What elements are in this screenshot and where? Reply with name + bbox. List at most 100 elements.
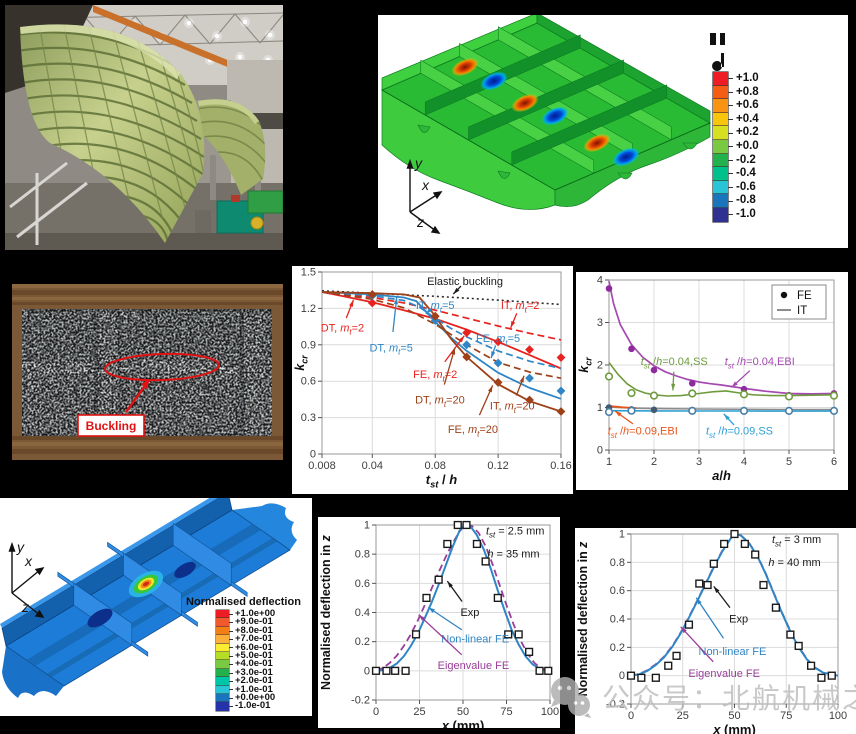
svg-text:1: 1	[606, 456, 612, 468]
colorbar-title: Normalised deflection	[186, 596, 301, 608]
svg-text:0: 0	[310, 449, 316, 461]
svg-text:4: 4	[597, 275, 603, 287]
svg-text:0.6: 0.6	[301, 376, 316, 388]
svg-text:Non-linear FE: Non-linear FE	[699, 646, 767, 658]
svg-text:0.12: 0.12	[487, 460, 508, 472]
chart-deflection-t25: 0 25 50 75 100 -0.2 0 0.2 0.4 0.6 0.8 1 x (mm) Normal…	[318, 517, 560, 728]
wood-grain	[12, 290, 283, 454]
svg-text:IT, mt=5: IT, mt=5	[416, 300, 455, 314]
svg-text:0: 0	[619, 670, 625, 682]
buckling-annotation: Buckling	[77, 352, 220, 437]
svg-text:x (mm): x (mm)	[441, 718, 485, 728]
svg-text:x (mm): x (mm)	[712, 722, 756, 734]
svg-text:tst /h=0.09,SS: tst /h=0.09,SS	[706, 425, 773, 439]
buckle-contours	[449, 56, 643, 169]
svg-text:IT, mt=20: IT, mt=20	[490, 401, 535, 415]
axis-label-x: x	[24, 553, 33, 569]
fuselage-panel-small	[198, 99, 266, 195]
svg-text:0: 0	[597, 445, 603, 457]
svg-text:0.08: 0.08	[424, 460, 445, 472]
svg-text:5: 5	[786, 456, 792, 468]
axis-triad	[8, 541, 45, 618]
svg-text:tst / h: tst / h	[426, 472, 458, 489]
svg-text:3: 3	[597, 317, 603, 329]
svg-text:kcr: kcr	[293, 355, 309, 371]
svg-text:2: 2	[651, 456, 657, 468]
chart-deflection-t3-svg: 0 25 50 75 100-0.200.20.40.60.81x (mm)Normal…	[575, 528, 856, 734]
svg-text:0: 0	[373, 706, 379, 718]
svg-text:0.9: 0.9	[301, 339, 316, 351]
specimen-image: Buckling	[12, 284, 283, 460]
deflection-colorbar: +1.0e+00 +9.0e-01 +8.0e-01 +7.0e-01 +6.0e-01…	[216, 609, 275, 711]
svg-text:tst /h=0.04,EBI: tst /h=0.04,EBI	[725, 356, 795, 370]
watermark: 公众号：北航机械之家	[548, 676, 856, 718]
svg-text:DT, mt=5: DT, mt=5	[369, 342, 412, 356]
axis-label-x: x	[421, 177, 430, 193]
chart-kcr-vs-tsth: 0.008 0.04 0.08 0.12 0.16 0 0.3 0.6 0.9 1.2 1.5 tst…	[292, 266, 573, 494]
svg-text:0.4: 0.4	[610, 614, 625, 626]
clipped-legend-title-fragment	[710, 33, 725, 71]
svg-text:Non-linear FE: Non-linear FE	[441, 633, 509, 645]
svg-text:75: 75	[780, 710, 792, 722]
buckle-contour	[128, 570, 164, 598]
svg-text:100: 100	[829, 710, 847, 722]
svg-text:1: 1	[619, 529, 625, 541]
axis-label-y: y	[16, 539, 25, 555]
svg-text:tst = 2.5 mm: tst = 2.5 mm	[486, 525, 544, 539]
svg-text:3: 3	[696, 456, 702, 468]
svg-text:25: 25	[413, 706, 425, 718]
svg-text:FE, mt=5: FE, mt=5	[476, 333, 520, 347]
svg-text:Eigenvalue FE: Eigenvalue FE	[438, 660, 510, 672]
svg-text:DT, mt=2: DT, mt=2	[321, 322, 364, 336]
axis-label-y: y	[414, 155, 423, 171]
svg-text:FE, mt=20: FE, mt=20	[448, 424, 498, 438]
fe-panel-figure: y x z +1.0 +0.8 +0.6 +0.4 +0.2 +0.0 -0.2 -0.4 -0…	[378, 15, 848, 248]
svg-text:-0.2: -0.2	[351, 695, 370, 707]
svg-text:tst = 3 mm: tst = 3 mm	[772, 534, 821, 548]
svg-text:50: 50	[457, 706, 469, 718]
svg-text:6: 6	[831, 456, 837, 468]
svg-text:Normalised deflection in z: Normalised deflection in z	[319, 534, 333, 690]
specimen-photo: Buckling	[12, 284, 283, 460]
chart-kcr-vs-ah: 1 2 3 4 5 6 0 1 2 3 4 a/h kcr FE IT tst /h=0.04,SS tst /…	[576, 272, 848, 490]
svg-text:FE: FE	[797, 290, 812, 302]
svg-text:75: 75	[500, 706, 512, 718]
svg-text:0.8: 0.8	[355, 549, 370, 561]
svg-text:IT, mt=2: IT, mt=2	[501, 300, 540, 314]
svg-text:a/h: a/h	[712, 468, 731, 483]
svg-text:tst /h=0.04,SS: tst /h=0.04,SS	[641, 356, 708, 370]
svg-text:Normalised deflection in z: Normalised deflection in z	[576, 541, 590, 697]
svg-text:0.6: 0.6	[355, 578, 370, 590]
svg-text:0.04: 0.04	[362, 460, 383, 472]
svg-text:0.2: 0.2	[355, 636, 370, 648]
svg-text:0.16: 0.16	[550, 460, 571, 472]
svg-text:0.4: 0.4	[355, 607, 370, 619]
svg-text:h = 35 mm: h = 35 mm	[487, 549, 539, 561]
svg-text:FE, mt=2: FE, mt=2	[413, 369, 457, 383]
svg-text:DT, mt=20: DT, mt=20	[415, 395, 465, 409]
svg-text:4: 4	[741, 456, 747, 468]
chart-deflection-t3: 0 25 50 75 100 -0.2 0 0.2 0.4 0.6 0.8 1 x (mm) Normal…	[575, 528, 856, 734]
svg-text:0: 0	[364, 665, 370, 677]
svg-text:25: 25	[677, 710, 689, 722]
chart-kcr-vs-tsth-svg: 0.008 0.04 0.08 0.12 0.16 0 0.3 0.6 0.9 1.2 1.5 tst…	[292, 266, 573, 494]
svg-text:50: 50	[728, 710, 740, 722]
svg-text:1: 1	[597, 402, 603, 414]
svg-text:tst /h=0.09,EBI: tst /h=0.09,EBI	[608, 425, 678, 439]
svg-text:-0.2: -0.2	[606, 699, 625, 711]
svg-text:2: 2	[597, 360, 603, 372]
fe-panel-render: y x z	[380, 15, 725, 234]
svg-text:Eigenvalue FE: Eigenvalue FE	[688, 668, 760, 680]
factory-photo-image	[5, 5, 283, 250]
svg-text:Exp: Exp	[729, 614, 748, 626]
svg-text:0.2: 0.2	[610, 642, 625, 654]
svg-text:1.2: 1.2	[301, 303, 316, 315]
specimen-section	[22, 309, 272, 436]
svg-text:0.3: 0.3	[301, 412, 316, 424]
svg-text:1: 1	[364, 520, 370, 532]
buckling-label: Buckling	[86, 419, 137, 433]
axis-triad	[406, 158, 443, 234]
axis-label-z: z	[21, 599, 29, 615]
